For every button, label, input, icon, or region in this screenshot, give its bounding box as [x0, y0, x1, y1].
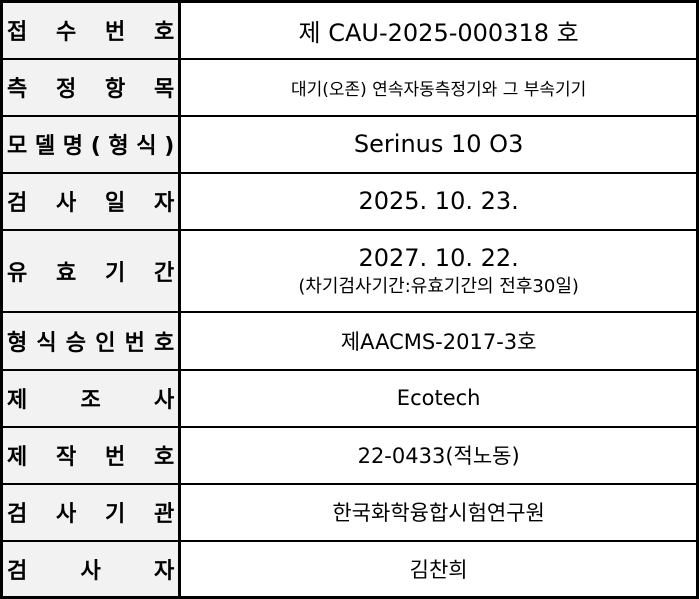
row-validity-period: 유 효 기 간 2027. 10. 22. (차기검사기간:유효기간의 전후30… [0, 228, 699, 313]
label-receipt-number: 접 수 번 호 [0, 0, 182, 60]
label-model-name: 모 델 명 ( 형 식 ) [0, 114, 182, 174]
label-manufacturer: 제 조 사 [0, 368, 182, 428]
row-inspection-agency: 검 사 기 관 한국화학융합시험연구원 [0, 482, 699, 542]
label-type-approval-number: 형 식 승 인 번 호 [0, 310, 182, 371]
value-receipt-number: 제 CAU-2025-000318 호 [178, 0, 699, 60]
label-inspection-agency: 검 사 기 관 [0, 482, 182, 542]
value-validity-period: 2027. 10. 22. (차기검사기간:유효기간의 전후30일) [178, 228, 699, 313]
value-type-approval-number: 제AACMS-2017-3호 [178, 310, 699, 371]
row-inspector: 검 사 자 김찬희 [0, 539, 699, 599]
row-measurement-item: 측 정 항 목 대기(오존) 연속자동측정기와 그 부속기기 [0, 57, 699, 117]
value-inspector: 김찬희 [178, 539, 699, 599]
label-inspection-date: 검 사 일 자 [0, 171, 182, 231]
validity-date: 2027. 10. 22. [358, 243, 519, 272]
row-type-approval-number: 형 식 승 인 번 호 제AACMS-2017-3호 [0, 310, 699, 371]
row-inspection-date: 검 사 일 자 2025. 10. 23. [0, 171, 699, 231]
label-measurement-item: 측 정 항 목 [0, 57, 182, 117]
value-model-name: Serinus 10 O3 [178, 114, 699, 174]
value-inspection-agency: 한국화학융합시험연구원 [178, 482, 699, 542]
validity-note: (차기검사기간:유효기간의 전후30일) [298, 275, 579, 297]
label-validity-period: 유 효 기 간 [0, 228, 182, 313]
label-serial-number: 제 작 번 호 [0, 425, 182, 485]
row-serial-number: 제 작 번 호 22-0433(적노동) [0, 425, 699, 485]
row-manufacturer: 제 조 사 Ecotech [0, 368, 699, 428]
value-inspection-date: 2025. 10. 23. [178, 171, 699, 231]
value-manufacturer: Ecotech [178, 368, 699, 428]
label-inspector: 검 사 자 [0, 539, 182, 599]
value-measurement-item: 대기(오존) 연속자동측정기와 그 부속기기 [178, 57, 699, 117]
row-receipt-number: 접 수 번 호 제 CAU-2025-000318 호 [0, 0, 699, 60]
row-model-name: 모 델 명 ( 형 식 ) Serinus 10 O3 [0, 114, 699, 174]
value-serial-number: 22-0433(적노동) [178, 425, 699, 485]
